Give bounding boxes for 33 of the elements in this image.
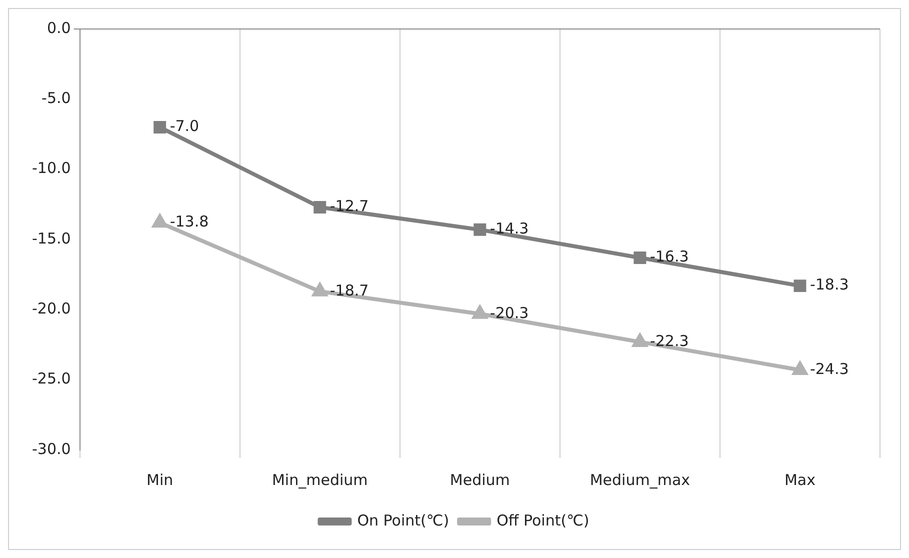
- point: [792, 362, 808, 376]
- x-tick-label: Medium: [450, 470, 510, 489]
- y-tick-label: -15.0: [32, 229, 71, 248]
- data-label: -13.8: [170, 212, 209, 231]
- legend-label: On Point(℃): [357, 511, 450, 530]
- x-tick-label: Max: [784, 470, 816, 489]
- data-label: -18.3: [810, 276, 849, 294]
- y-tick-label: -10.0: [32, 159, 71, 178]
- legend-label: Off Point(℃): [496, 511, 590, 530]
- y-tick-label: -25.0: [32, 370, 71, 388]
- data-label: -22.3: [650, 332, 689, 350]
- y-tick-label: 0.0: [46, 18, 71, 37]
- data-label: -20.3: [490, 304, 529, 322]
- point: [474, 223, 486, 236]
- data-label: -16.3: [650, 248, 689, 266]
- point: [632, 334, 648, 347]
- y-tick-label: -30.0: [32, 440, 71, 458]
- point: [794, 280, 806, 292]
- y-tick-label: -5.0: [42, 89, 71, 108]
- point: [312, 283, 328, 296]
- data-label: -14.3: [490, 220, 529, 238]
- data-label: -18.7: [330, 281, 369, 300]
- x-tick-label: Medium_max: [590, 470, 690, 489]
- point: [472, 306, 488, 319]
- point: [634, 252, 646, 264]
- data-label: -7.0: [170, 117, 200, 136]
- x-tick-label: Min_medium: [272, 470, 368, 489]
- y-tick-label: -20.0: [32, 300, 71, 318]
- data-label: -24.3: [810, 360, 849, 378]
- point: [152, 214, 168, 228]
- x-tick-label: Min: [146, 470, 174, 489]
- point: [154, 120, 166, 134]
- point: [314, 200, 326, 214]
